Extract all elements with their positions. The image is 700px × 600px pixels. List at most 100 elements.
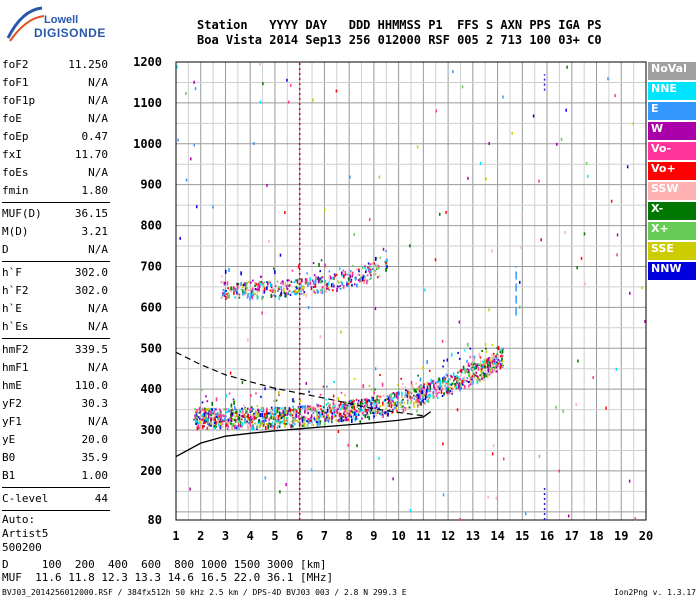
echo-point — [339, 419, 342, 422]
echo-point — [323, 415, 326, 418]
echo-point — [211, 410, 213, 415]
echo-point — [225, 415, 227, 418]
echo-point — [374, 269, 377, 272]
echo-point — [213, 426, 216, 429]
echo-point — [237, 283, 240, 286]
echo-point — [280, 418, 282, 421]
echo-point — [423, 394, 425, 397]
echo-point — [368, 385, 371, 388]
echo-point — [374, 407, 377, 410]
echo-point — [355, 277, 358, 280]
echo-point — [418, 385, 420, 388]
echo-point — [342, 269, 345, 272]
echo-point — [265, 417, 267, 420]
echo-point — [338, 410, 340, 413]
echo-point — [268, 280, 271, 283]
param-value: N/A — [88, 415, 108, 428]
echo-point — [388, 404, 391, 407]
echo-point — [418, 387, 420, 390]
echo-point — [471, 367, 474, 370]
echo-point — [402, 398, 404, 401]
noise-point — [195, 205, 198, 209]
echo-point — [340, 418, 343, 423]
echo-point — [358, 277, 361, 282]
echo-point — [447, 380, 450, 383]
echo-point — [462, 379, 465, 384]
echo-point — [450, 375, 452, 378]
echo-point — [487, 367, 489, 372]
echo-point — [276, 426, 279, 429]
echo-point — [378, 412, 381, 415]
echo-point — [424, 395, 427, 400]
echo-point — [269, 423, 272, 428]
echo-point — [501, 357, 503, 362]
echo-point — [336, 285, 339, 288]
echo-point — [292, 405, 294, 408]
param-row: foEp 0.47 — [2, 128, 110, 146]
echo-point — [374, 388, 376, 391]
legend-item-x: X- — [648, 202, 696, 220]
echo-point — [454, 378, 457, 381]
noise-point — [524, 512, 527, 516]
y-tick-label: 900 — [140, 178, 162, 192]
echo-point — [336, 288, 338, 293]
x-tick-label: 11 — [416, 529, 430, 543]
true-height-profile — [175, 411, 432, 458]
echo-point — [447, 381, 449, 386]
echo-point — [312, 262, 315, 265]
echo-point — [220, 414, 223, 419]
echo-point — [376, 276, 379, 279]
echo-point — [243, 413, 246, 418]
echo-point — [297, 406, 300, 409]
echo-point — [212, 417, 215, 420]
legend-item-vo: Vo- — [648, 142, 696, 160]
echo-point — [428, 394, 431, 399]
echo-point — [249, 408, 252, 413]
echo-point — [421, 395, 424, 398]
echo-point — [353, 399, 356, 402]
echo-point — [429, 390, 432, 393]
x-tick-label: 3 — [222, 529, 229, 543]
echo-point — [284, 293, 287, 298]
echo-point — [211, 401, 213, 406]
param-row: foF2 11.250 — [2, 56, 110, 74]
echo-point — [445, 386, 448, 391]
echo-point — [413, 394, 415, 397]
echo-point — [230, 403, 233, 408]
echo-point — [295, 279, 297, 282]
echo-point — [339, 408, 342, 411]
echo-point — [348, 280, 351, 285]
noise-point — [605, 406, 607, 410]
echo-point — [426, 381, 429, 386]
echo-point — [295, 419, 297, 422]
echo-point — [446, 381, 448, 384]
model-profile-dashed — [175, 351, 424, 417]
echo-point — [344, 402, 347, 407]
echo-point — [396, 400, 399, 405]
echo-point — [445, 391, 448, 394]
y-tick-label: 1000 — [133, 137, 162, 151]
echo-point — [314, 291, 316, 294]
echo-point — [372, 264, 375, 267]
echo-point — [455, 378, 458, 381]
echo-point — [482, 377, 485, 382]
echo-point — [404, 386, 407, 389]
x-tick-label: 6 — [296, 529, 303, 543]
echo-point — [354, 409, 356, 412]
echo-point — [294, 415, 297, 418]
echo-point — [373, 412, 375, 415]
echo-point — [290, 409, 293, 412]
noise-point — [353, 232, 355, 236]
noise-point — [583, 232, 586, 236]
noise-point — [279, 253, 282, 257]
echo-point — [283, 287, 285, 292]
echo-point — [201, 388, 203, 391]
noise-point — [495, 496, 498, 500]
echo-point — [324, 418, 326, 421]
echo-point — [239, 421, 242, 426]
echo-point — [438, 385, 441, 388]
echo-point — [292, 416, 294, 419]
echo-point — [297, 412, 299, 415]
echo-point — [502, 347, 504, 350]
echo-point — [405, 407, 408, 410]
